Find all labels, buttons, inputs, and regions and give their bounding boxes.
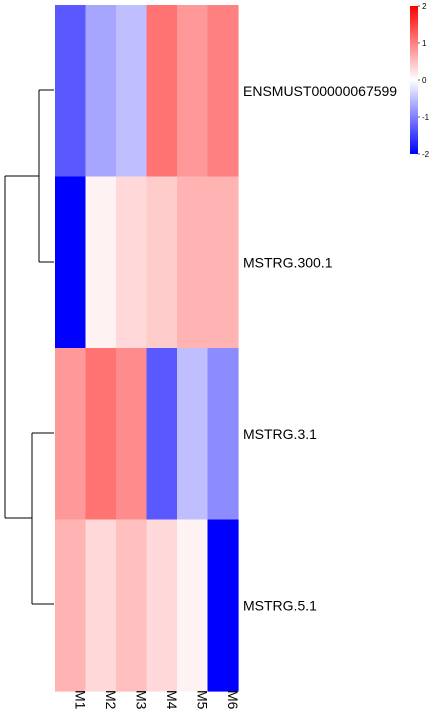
heatmap-cell — [207, 348, 239, 521]
heatmap-cell — [177, 5, 209, 178]
row-labels: ENSMUST00000067599 MSTRG.300.1 MSTRG.3.1 MS… — [243, 83, 397, 614]
heatmap-cell — [55, 519, 87, 692]
legend-ticks: 2 1 0 -1 -2 — [418, 2, 430, 159]
heatmap-cell — [146, 5, 178, 178]
legend-tick-label: 2 — [422, 2, 427, 11]
legend-tick-label: 0 — [422, 76, 427, 85]
row-label: MSTRG.3.1 — [243, 426, 317, 442]
heatmap-cell — [207, 176, 239, 349]
heatmap-cell — [207, 519, 239, 692]
dendrogram-branch-top — [38, 89, 54, 263]
heatmap-cell — [85, 5, 117, 178]
heatmap-cell — [177, 519, 209, 692]
row-dendrogram — [4, 89, 54, 605]
column-label: M4 — [164, 690, 180, 710]
color-legend: 2 1 0 -1 -2 — [410, 2, 430, 159]
row-label: MSTRG.300.1 — [243, 254, 333, 270]
legend-tick-label: -1 — [422, 113, 430, 122]
column-labels: M1 M2 M3 M4 M5 M6 — [72, 690, 241, 710]
heatmap-cell — [55, 348, 87, 521]
heatmap-cell — [146, 519, 178, 692]
column-label: M6 — [225, 690, 241, 710]
heatmap-cell — [177, 348, 209, 521]
column-label: M1 — [72, 690, 88, 710]
row-label: MSTRG.5.1 — [243, 597, 317, 613]
legend-colorbar — [410, 6, 418, 154]
legend-tick-label: -2 — [422, 150, 430, 159]
heatmap-cell — [85, 348, 117, 521]
heatmap-cell — [116, 348, 148, 521]
heatmap-cell — [116, 176, 148, 349]
heatmap-cell — [55, 5, 87, 178]
heatmap-cell — [55, 176, 87, 349]
heatmap-cell — [177, 176, 209, 349]
legend-tick-label: 1 — [422, 39, 427, 48]
heatmap-cell — [146, 348, 178, 521]
heatmap-cell — [116, 5, 148, 178]
row-label: ENSMUST00000067599 — [243, 83, 397, 99]
heatmap-cell — [85, 176, 117, 349]
heatmap-cell — [207, 5, 239, 178]
dendrogram-root — [4, 175, 39, 519]
column-label: M3 — [133, 690, 149, 710]
heatmap-cell — [85, 519, 117, 692]
heatmap-cells — [55, 5, 239, 692]
column-label: M2 — [103, 690, 119, 710]
dendrogram-branch-bottom — [31, 432, 54, 605]
column-label: M5 — [194, 690, 210, 710]
heatmap-cell — [146, 176, 178, 349]
heatmap-cell — [116, 519, 148, 692]
